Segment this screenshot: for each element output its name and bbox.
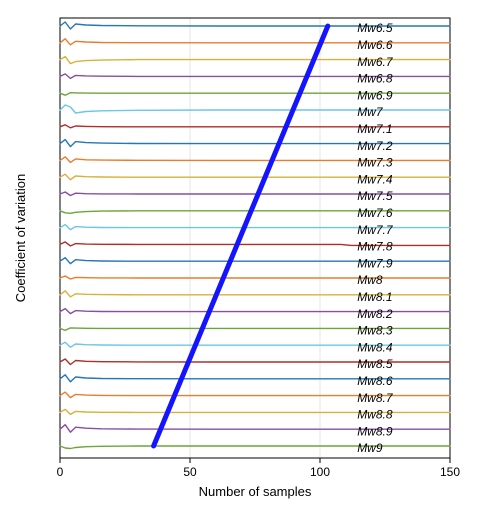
series-label: Mw8.3 bbox=[357, 324, 393, 338]
series-label: Mw7.9 bbox=[357, 256, 393, 270]
series-label: Mw7.2 bbox=[357, 139, 393, 153]
x-tick-label: 100 bbox=[310, 465, 330, 479]
series-label: Mw8.9 bbox=[357, 424, 393, 438]
x-axis-label: Number of samples bbox=[199, 484, 312, 499]
series-label: Mw7.3 bbox=[357, 156, 393, 170]
series-label: Mw8.4 bbox=[357, 340, 393, 354]
series-label: Mw8 bbox=[357, 273, 383, 287]
series-label: Mw6.9 bbox=[357, 88, 393, 102]
x-tick-label: 50 bbox=[183, 465, 197, 479]
series-label: Mw8.8 bbox=[357, 408, 393, 422]
series-label: Mw8.1 bbox=[357, 290, 392, 304]
series-label: Mw6.8 bbox=[357, 72, 393, 86]
series-label: Mw9 bbox=[357, 441, 383, 455]
x-tick-label: 150 bbox=[440, 465, 460, 479]
series-label: Mw6.5 bbox=[357, 21, 393, 35]
series-label: Mw8.5 bbox=[357, 357, 393, 371]
series-label: Mw7.8 bbox=[357, 240, 393, 254]
series-label: Mw8.6 bbox=[357, 374, 393, 388]
series-label: Mw7.1 bbox=[357, 122, 392, 136]
series-label: Mw6.6 bbox=[357, 38, 393, 52]
series-label: Mw8.7 bbox=[357, 391, 394, 405]
chart-svg: 0 50 100 150 Number of samples Coefficient of… bbox=[0, 0, 500, 505]
series-label: Mw8.2 bbox=[357, 307, 393, 321]
series-label: Mw7.5 bbox=[357, 189, 393, 203]
x-tick-label: 0 bbox=[57, 465, 64, 479]
chart-container: 0 50 100 150 Number of samples Coefficient of… bbox=[0, 0, 500, 505]
y-axis-label: Coefficient of variation bbox=[13, 174, 28, 302]
series-label: Mw7.4 bbox=[357, 172, 393, 186]
series-label: Mw7.6 bbox=[357, 206, 393, 220]
series-label: Mw7 bbox=[357, 105, 384, 119]
series-label: Mw6.7 bbox=[357, 55, 394, 69]
series-label: Mw7.7 bbox=[357, 223, 394, 237]
